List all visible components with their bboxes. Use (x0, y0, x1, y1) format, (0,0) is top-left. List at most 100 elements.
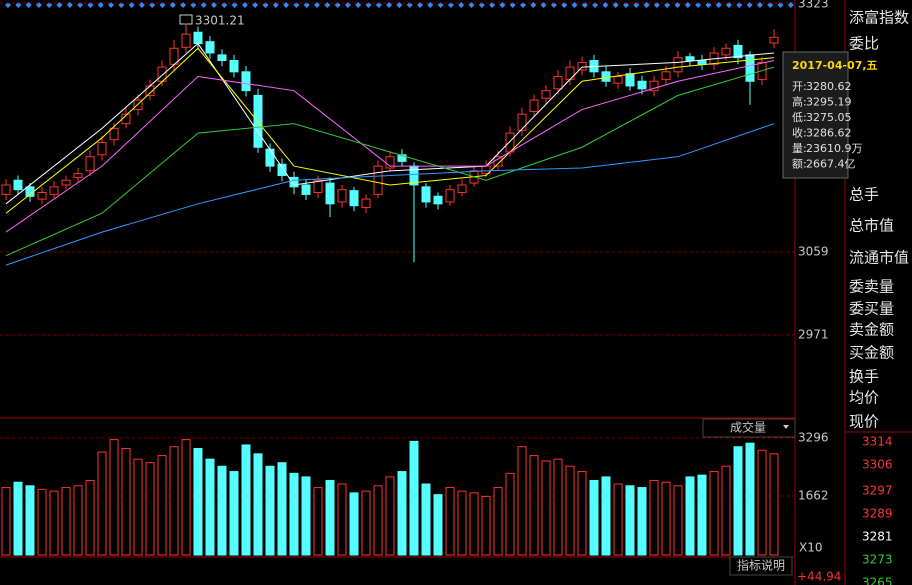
volume-bar (481, 495, 491, 556)
volume-bar (529, 455, 539, 556)
volume-bar (241, 444, 251, 556)
volume-bar (541, 460, 551, 556)
volume-bar (625, 485, 635, 556)
volume-bar (337, 483, 347, 556)
candle-body (769, 36, 779, 44)
panel-label: 委买量 (849, 300, 894, 318)
candle-body (457, 184, 467, 194)
mini-tick-label: 3297 (862, 483, 893, 497)
candle-body (313, 179, 323, 194)
volume-bar (229, 471, 239, 556)
tooltip-label: 开: (792, 80, 807, 93)
volume-bar (265, 465, 275, 556)
volume-bar (469, 492, 479, 556)
candle-body (733, 44, 743, 59)
tooltip-value: 3295.19 (806, 96, 852, 109)
volume-bar (1, 487, 11, 556)
y-tick-label: 1662 (798, 489, 829, 503)
candle-body (553, 76, 563, 90)
volume-title: 成交量 (730, 420, 766, 435)
volume-bar (97, 451, 107, 556)
y-tick-label: 3296 (798, 431, 829, 445)
tooltip-label: 量: (792, 142, 807, 155)
candle-body (1, 184, 11, 195)
mini-tick-label: 3306 (862, 458, 893, 472)
candle-body (697, 60, 707, 65)
volume-bar (577, 471, 587, 556)
panel-label: 换手 (849, 368, 879, 386)
mini-tick-label: 3265 (862, 576, 893, 585)
candle-body (61, 179, 71, 186)
volume-bar (457, 490, 467, 556)
panel-label: 委比 (849, 35, 879, 53)
volume-bar (397, 471, 407, 556)
volume-bar (685, 476, 695, 556)
candle-body (361, 198, 371, 209)
panel-label: 均价 (849, 389, 879, 407)
tooltip-date: 2017-04-07,五 (792, 59, 878, 72)
panel-label: 总市值 (849, 217, 894, 235)
indicator-help-button[interactable] (729, 556, 793, 576)
mini-tick-label: 3314 (862, 435, 893, 449)
candle-body (637, 80, 647, 90)
volume-bar (109, 439, 119, 556)
volume-bar (133, 458, 143, 556)
tooltip-label: 收: (792, 126, 807, 140)
candle-body (97, 142, 107, 156)
moving-average-line (5, 66, 775, 257)
volume-bar (61, 487, 71, 556)
indicator-dropdown[interactable] (702, 418, 796, 438)
volume-bar (301, 476, 311, 556)
volume-bar (649, 479, 659, 556)
y-tick-label: 2971 (798, 327, 829, 341)
volume-bar (73, 485, 83, 556)
volume-bar (553, 458, 563, 556)
candle-body (745, 54, 755, 82)
volume-bar (733, 446, 743, 556)
volume-bar (289, 472, 299, 556)
tooltip-value: 3280.62 (806, 80, 852, 93)
candle-body (49, 186, 59, 195)
candle-body (685, 56, 695, 62)
panel-label: 流通市值 (849, 249, 909, 267)
volume-bar (253, 453, 263, 556)
volume-unit: X10 (799, 541, 823, 555)
candle-body (541, 90, 551, 99)
tooltip-label: 低: (792, 111, 807, 124)
volume-bar (637, 487, 647, 556)
tooltip-value: 3275.05 (806, 111, 852, 124)
footer-value: +44.94 (797, 570, 841, 584)
candle-body (373, 165, 383, 195)
volume-bar (601, 476, 611, 556)
tooltip: 2017-04-07,五 开: 3280.62 高: 3295.19 低: 3275.05… (782, 51, 878, 179)
candle-body (601, 71, 611, 82)
candle-body (625, 73, 635, 87)
volume-bar (169, 446, 179, 556)
candle-body (649, 80, 659, 92)
volume-bar (217, 465, 227, 556)
volume-bar (193, 448, 203, 556)
volume-bar (361, 490, 371, 556)
volume-bar (349, 492, 359, 556)
candle-body (325, 182, 335, 205)
volume-bar (709, 471, 719, 556)
candle-body (109, 127, 119, 141)
panel-label: 卖金额 (849, 321, 894, 339)
indicator-help: 指标说明 (737, 558, 785, 573)
volume-bar (493, 487, 503, 556)
volume-bar (145, 462, 155, 556)
panel-label: 买金额 (849, 344, 894, 362)
moving-average-line (5, 42, 775, 205)
candle-body (181, 33, 191, 48)
candle-body (241, 71, 251, 92)
candle-body (517, 113, 527, 131)
candle-body (205, 41, 215, 54)
high-annotation: 3301.21 (195, 14, 245, 28)
volume-bar (697, 474, 707, 556)
volume-bar (505, 472, 515, 556)
volume-bar (409, 440, 419, 556)
candle-body (577, 61, 587, 71)
candle-body (73, 173, 83, 178)
candle-body (661, 71, 671, 80)
